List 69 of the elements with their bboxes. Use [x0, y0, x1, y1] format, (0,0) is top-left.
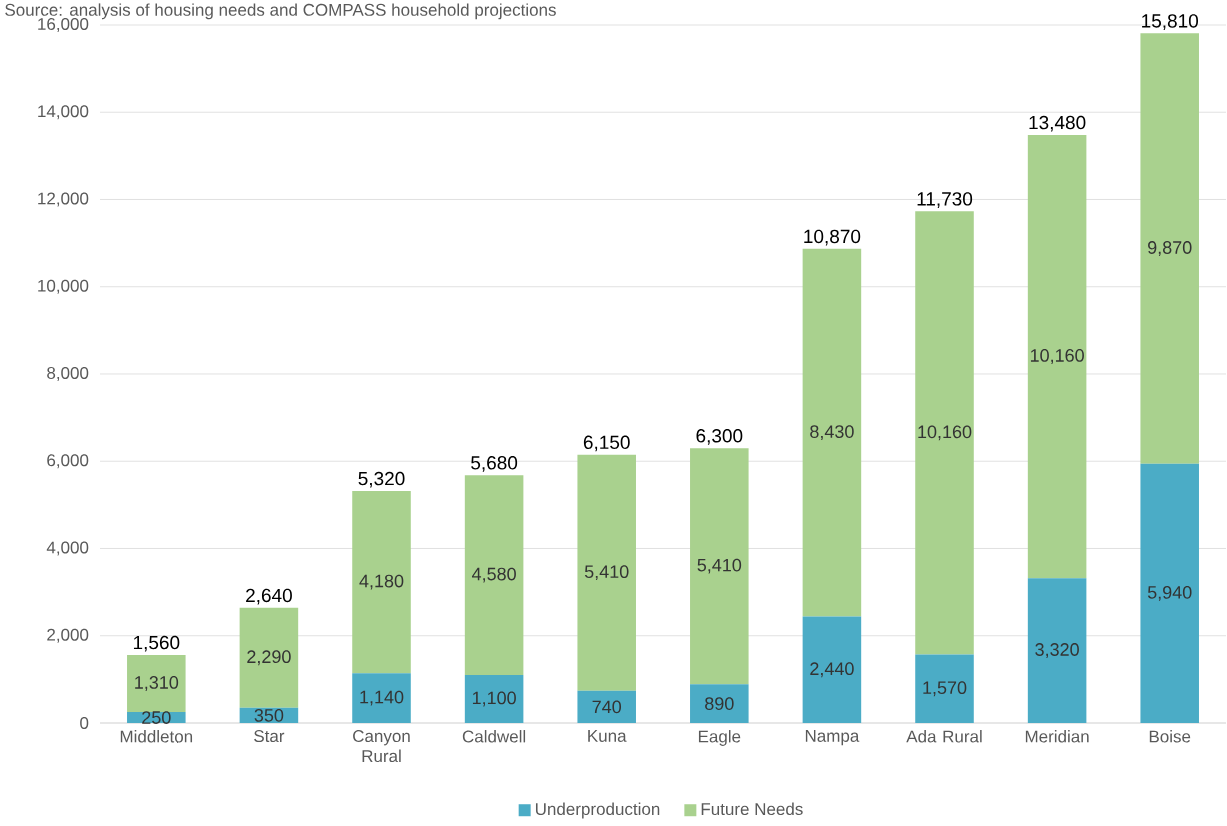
y-tick-label: 2,000 [47, 628, 89, 643]
y-tick-label: 6,000 [47, 454, 89, 469]
data-label: 350 [254, 709, 284, 722]
y-tick-label: 14,000 [38, 105, 89, 120]
legend-label: Future Needs [701, 802, 803, 816]
x-tick-label: Star [254, 730, 285, 743]
bar [802, 616, 862, 724]
bar [1027, 578, 1087, 724]
bar [690, 448, 749, 685]
y-tick-label: 4,000 [46, 541, 89, 556]
y-tick-label: 0 [80, 717, 89, 730]
x-tick-label: Nampa [805, 730, 860, 746]
x-tick-label: Kuna [588, 730, 627, 742]
data-label: 4,180 [359, 574, 404, 590]
bar [1027, 134, 1087, 579]
data-label: 5,410 [584, 565, 629, 581]
data-label: 9,870 [1148, 241, 1192, 257]
bar [464, 675, 524, 724]
bar [352, 673, 411, 724]
total-label: 13,480 [1029, 115, 1086, 132]
total-label: 11,730 [917, 192, 973, 208]
bar [915, 211, 974, 655]
total-label: 15,810 [1142, 14, 1199, 30]
data-label: 5,410 [697, 558, 742, 574]
bar [577, 690, 636, 724]
data-label: 3,320 [1035, 643, 1079, 659]
x-tick-label: Boise [1149, 730, 1191, 743]
bar [577, 454, 636, 691]
bar [127, 654, 186, 713]
data-label: 2,290 [247, 650, 291, 666]
bar [1140, 463, 1199, 724]
bar [690, 684, 749, 724]
data-label: 4,580 [471, 567, 516, 583]
bar [915, 654, 974, 724]
y-tick-label: 8,000 [47, 367, 89, 382]
y-tick-label: 12,000 [38, 192, 89, 207]
data-label: 10,160 [918, 425, 972, 441]
data-label: 1,100 [472, 691, 516, 707]
data-label: 2,440 [810, 662, 854, 678]
bar [352, 490, 411, 674]
data-label: 250 [142, 711, 171, 724]
x-tick-label: Eagle [698, 730, 741, 746]
data-label: 10,160 [1030, 349, 1084, 364]
data-label: 740 [592, 700, 622, 714]
bar [802, 248, 862, 617]
x-tick-label: Meridian [1025, 730, 1089, 743]
total-label: 5,320 [358, 471, 405, 488]
total-label: 2,640 [246, 588, 292, 605]
x-tick-label: Canyon Rural [353, 730, 410, 763]
bar [1140, 33, 1199, 464]
legend-label: Underproduction [535, 802, 660, 819]
bar [239, 607, 299, 708]
data-label: 1,310 [135, 676, 179, 691]
total-label: 6,300 [696, 429, 743, 445]
y-tick-label: 16,000 [38, 18, 89, 33]
data-label: 1,140 [360, 690, 404, 706]
data-label: 8,430 [810, 425, 854, 441]
x-tick-label: Caldwell [462, 730, 526, 743]
x-tick-label: Middleton [120, 730, 193, 743]
bar [464, 475, 524, 676]
y-tick-label: 10,000 [38, 279, 89, 294]
total-label: 1,560 [133, 635, 180, 652]
total-label: 6,150 [583, 435, 630, 452]
total-label: 5,680 [471, 456, 518, 472]
data-label: 1,570 [923, 681, 967, 697]
data-label: 890 [705, 697, 734, 710]
data-label: 5,940 [1147, 586, 1192, 601]
total-label: 10,870 [804, 229, 861, 246]
x-tick-label: Ada Rural [906, 730, 982, 743]
